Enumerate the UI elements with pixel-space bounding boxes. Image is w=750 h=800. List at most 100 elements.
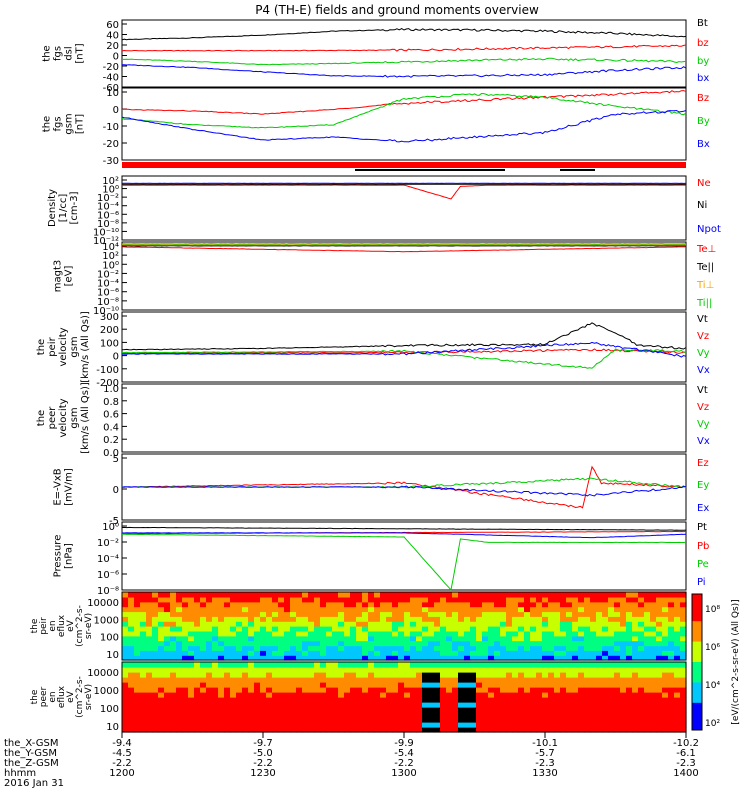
spectrogram-cell <box>158 677 165 683</box>
spectrogram-cell <box>140 667 147 673</box>
spectrogram-cell <box>650 616 657 622</box>
spectrogram-cell <box>374 630 381 637</box>
spectrogram-cell <box>152 645 159 651</box>
colorbar-segment <box>692 699 702 704</box>
spectrogram-cell <box>218 592 225 598</box>
spectrogram-cell <box>500 712 507 718</box>
spectrogram-cell <box>398 630 405 637</box>
spectrogram-cell <box>416 677 423 683</box>
spectrogram-cell <box>290 662 297 668</box>
spectrogram-cell <box>344 616 351 622</box>
spectrogram-cell <box>236 712 243 718</box>
spectrogram-cell <box>680 672 687 678</box>
colorbar-segment <box>692 692 702 697</box>
spectrogram-cell <box>284 616 291 622</box>
spectrogram-cell <box>446 677 453 683</box>
spectrogram-cell <box>656 722 663 728</box>
spectrogram-cell <box>152 697 159 703</box>
spectrogram-cell <box>470 645 477 651</box>
spectrogram-cell <box>626 611 633 617</box>
spectrogram-cell <box>206 592 213 598</box>
spectrogram-cell <box>572 645 579 651</box>
spectrogram-cell <box>152 722 159 728</box>
spectrogram-cell <box>434 616 441 622</box>
spectrogram-cell <box>320 611 327 617</box>
spectrogram-cell <box>422 702 429 708</box>
spectrogram-cell <box>518 655 525 661</box>
spectrogram-cell <box>596 682 603 688</box>
spectrogram-cell <box>182 626 189 632</box>
spectrogram-cell <box>578 640 585 647</box>
spectrogram-cell <box>680 650 687 656</box>
spectrogram-cell <box>626 626 633 632</box>
spectrogram-cell <box>608 712 615 718</box>
spectrogram-cell <box>374 692 381 698</box>
spectrogram-cell <box>218 630 225 637</box>
spectrogram-cell <box>578 655 585 661</box>
legend-Ez: Ez <box>697 458 709 469</box>
spectrogram-cell <box>602 611 609 617</box>
spectrogram-cell <box>602 727 609 733</box>
spectrogram-cell <box>644 707 651 713</box>
spectrogram-cell <box>434 682 441 688</box>
spectrogram-cell <box>248 596 255 603</box>
spectrogram-cell <box>248 645 255 651</box>
spectrogram-cell <box>380 596 387 603</box>
spectrogram-cell <box>614 596 621 603</box>
spectrogram-cell <box>656 630 663 637</box>
spectrogram-cell <box>446 667 453 673</box>
spectrogram-cell <box>464 672 471 678</box>
spectrogram-cell <box>668 640 675 647</box>
spectrogram-cell <box>314 630 321 637</box>
spectrogram-cell <box>224 626 231 632</box>
spectrogram-cell <box>356 606 363 613</box>
spectrogram-cell <box>320 667 327 673</box>
y-axis-label: eV <box>66 619 76 632</box>
spectrogram-cell <box>440 697 447 703</box>
spectrogram-cell <box>290 640 297 647</box>
spectrogram-cell <box>404 692 411 698</box>
spectrogram-cell <box>470 650 477 656</box>
spectrogram-cell <box>476 667 483 673</box>
spectrogram-cell <box>182 727 189 733</box>
spectrogram-cell <box>518 717 525 723</box>
spectrogram-cell <box>572 682 579 688</box>
spectrogram-cell <box>620 596 627 603</box>
spectrogram-cell <box>206 712 213 718</box>
spectrogram-cell <box>224 655 231 661</box>
spectrogram-cell <box>128 626 135 632</box>
spectrogram-cell <box>500 601 507 608</box>
spectrogram-cell <box>596 640 603 647</box>
spectrogram-cell <box>368 717 375 723</box>
spectrogram-cell <box>572 687 579 693</box>
spectrogram-cell <box>302 635 309 642</box>
spectrogram-cell <box>530 682 537 688</box>
spectrogram-cell <box>392 616 399 622</box>
spectrogram-cell <box>578 596 585 603</box>
spectrogram-cell <box>272 626 279 632</box>
spectrogram-cell <box>152 626 159 632</box>
spectrogram-cell <box>608 655 615 661</box>
spectrogram-cell <box>656 626 663 632</box>
spectrogram-cell <box>668 687 675 693</box>
spectrogram-cell <box>218 712 225 718</box>
spectrogram-cell <box>302 707 309 713</box>
spectrogram-cell <box>302 702 309 708</box>
spectrogram-cell <box>146 601 153 608</box>
spectrogram-cell <box>386 667 393 673</box>
spectrogram-cell <box>386 682 393 688</box>
spectrogram-cell <box>452 712 459 718</box>
spectrogram-cell <box>248 672 255 678</box>
spectrogram-cell <box>332 621 339 627</box>
spectrogram-cell <box>374 712 381 718</box>
spectrogram-cell <box>386 626 393 632</box>
spectrogram-cell <box>362 717 369 723</box>
spectrogram-cell <box>398 677 405 683</box>
spectrogram-cell <box>176 645 183 651</box>
spectrogram-cell <box>338 662 345 668</box>
spectrogram-cell <box>206 616 213 622</box>
spectrogram-cell <box>152 687 159 693</box>
spectrogram-cell <box>314 655 321 661</box>
spectrogram-cell <box>380 727 387 733</box>
spectrogram-cell <box>656 677 663 683</box>
